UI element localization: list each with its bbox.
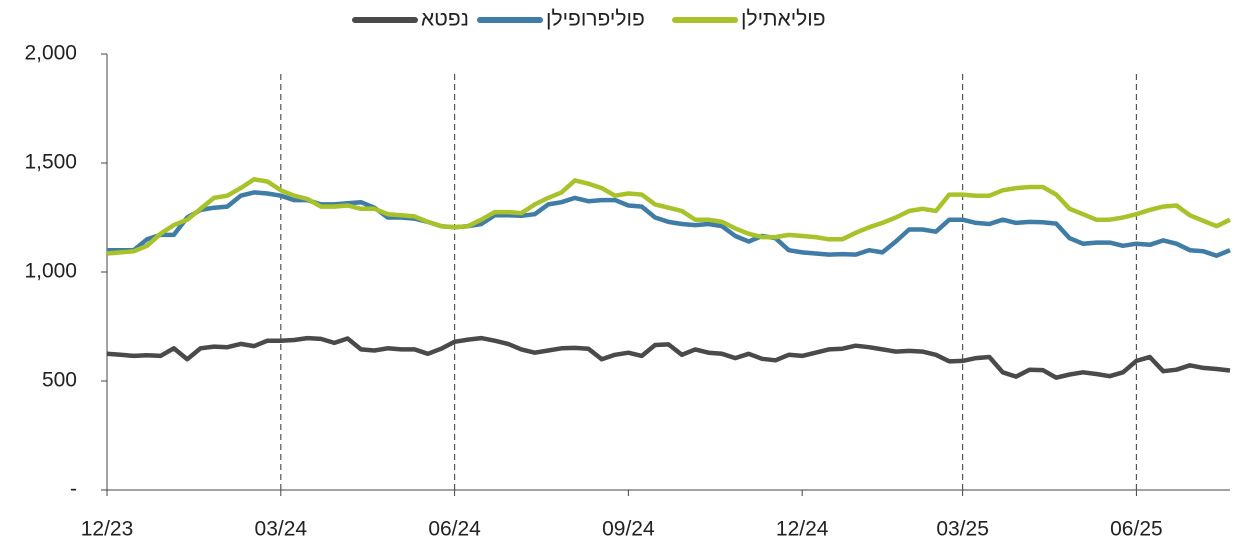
legend-label: פוליאתילן [741, 8, 826, 31]
series-line [106, 335, 1231, 380]
y-tick-label: 2,000 [24, 42, 77, 65]
y-tick-label: 1,500 [24, 151, 77, 174]
x-tick-label: 12/23 [81, 518, 134, 541]
y-tick-label: 1,000 [24, 260, 77, 283]
x-tick-label: 06/25 [1110, 518, 1163, 541]
series-line [106, 177, 1231, 256]
x-tick-label: 09/24 [602, 518, 655, 541]
x-tick-label: 06/24 [428, 518, 481, 541]
x-tick-label: 12/24 [776, 518, 829, 541]
y-tick-label: - [70, 478, 77, 501]
legend-label: פוליפרופילן [546, 8, 645, 31]
legend-label: נפטא [421, 8, 469, 31]
x-tick-label: 03/24 [255, 518, 308, 541]
y-tick-label: 500 [42, 369, 77, 392]
x-tick-label: 03/25 [936, 518, 989, 541]
series-line [107, 190, 1231, 258]
